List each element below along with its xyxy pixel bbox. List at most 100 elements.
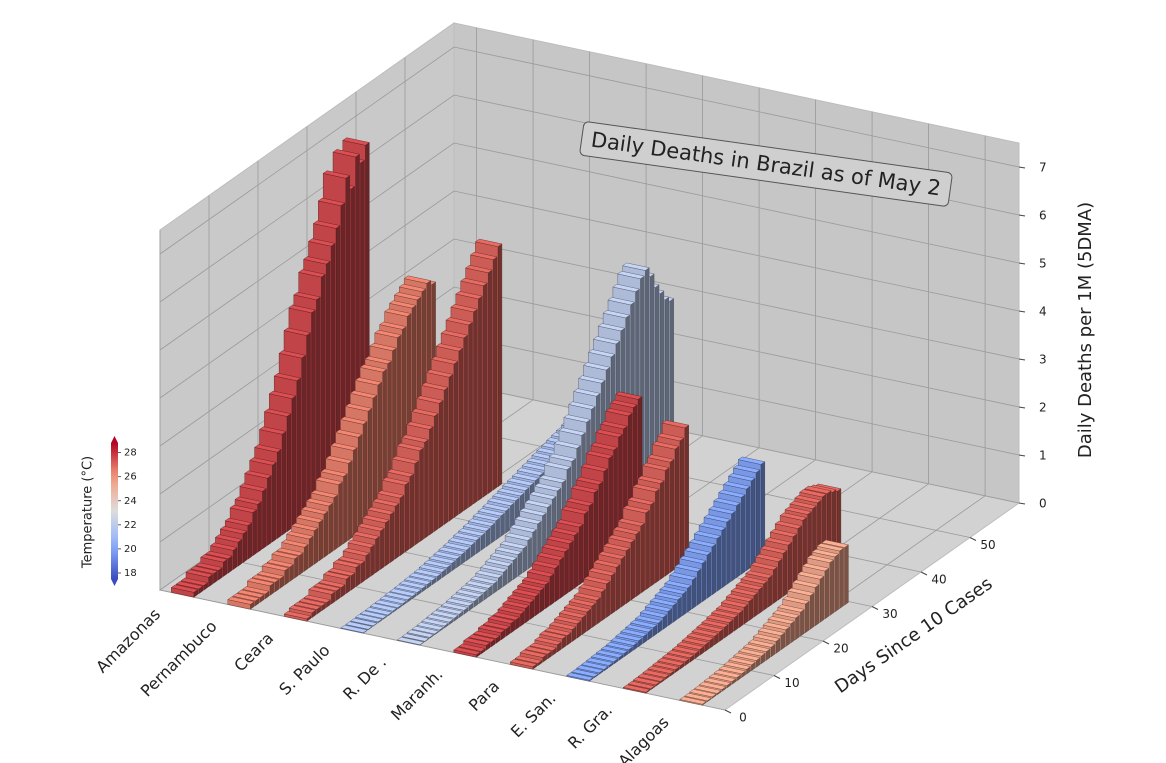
bar-side <box>362 421 368 531</box>
bar-top <box>566 672 594 681</box>
bar-side <box>559 557 564 599</box>
bar-top <box>448 537 476 546</box>
bar-top <box>647 454 675 463</box>
bar-side <box>267 475 272 546</box>
bar-top <box>504 532 533 541</box>
bar-top <box>416 622 444 631</box>
bar-top <box>276 547 304 556</box>
bar-top <box>332 559 361 568</box>
bar-top <box>190 565 218 575</box>
bar-top <box>581 661 609 670</box>
bar-top <box>416 395 444 404</box>
bar-side <box>404 481 409 553</box>
bar <box>340 624 368 634</box>
bar-top <box>701 619 729 628</box>
bar-side <box>768 575 773 608</box>
bar-top <box>502 482 530 491</box>
bar-top <box>585 450 614 459</box>
bar-top <box>477 508 505 517</box>
bar-top <box>440 330 469 339</box>
bar-top <box>313 583 341 592</box>
bar-top <box>271 551 299 560</box>
bar-top <box>587 349 616 358</box>
bar-side <box>591 603 596 629</box>
bar-side <box>355 564 360 588</box>
z-tick <box>1018 406 1026 409</box>
z-tick-label: 2 <box>1039 401 1047 415</box>
bar-side <box>586 608 591 632</box>
bar-side <box>669 459 675 573</box>
bar-side <box>584 510 589 582</box>
bar-top <box>330 442 358 451</box>
bar-top <box>286 531 314 540</box>
category-label: E. San. <box>507 689 560 742</box>
bar-side <box>358 434 363 534</box>
bar-top <box>784 506 812 515</box>
colorbar-extend-bottom <box>111 579 118 586</box>
bar-top <box>468 634 496 643</box>
bar-top <box>214 534 243 543</box>
bar-side <box>746 486 751 572</box>
bar-side <box>353 447 358 538</box>
x-tick-label: 20 <box>833 642 848 656</box>
bar-side <box>758 586 763 615</box>
bar <box>170 584 199 598</box>
bar-side <box>281 431 287 536</box>
bar-top <box>706 614 734 623</box>
bar-top <box>281 539 309 548</box>
bar-top <box>558 610 587 619</box>
bar-top <box>438 546 466 555</box>
x-grid-line <box>159 230 726 711</box>
bar-top <box>708 673 737 682</box>
bar-top <box>529 642 557 651</box>
colorbar-extend-top <box>111 436 118 443</box>
bar-top <box>457 528 486 537</box>
bar-top <box>543 461 572 470</box>
bar-top <box>811 549 840 558</box>
bar-side <box>414 460 419 546</box>
bar-top <box>787 587 815 596</box>
bar-top <box>344 403 373 412</box>
bar-top <box>524 499 552 508</box>
bar-top <box>234 496 262 505</box>
bar <box>227 596 255 610</box>
bar-top <box>612 283 640 293</box>
bar-top <box>779 512 808 521</box>
bar-top <box>681 637 710 646</box>
bar-side <box>304 544 309 572</box>
bar-top <box>576 665 604 674</box>
z-tick-label: 3 <box>1039 353 1047 367</box>
x-tick-label: 30 <box>882 607 897 621</box>
bar-top <box>450 593 479 602</box>
bar-side <box>439 400 444 529</box>
bar-top <box>534 483 562 492</box>
bar-side <box>782 550 788 597</box>
bar-top <box>472 513 501 522</box>
bar-side <box>375 536 380 574</box>
bar-top <box>757 627 786 636</box>
bar-side <box>277 449 282 539</box>
bar-side <box>824 567 829 620</box>
bar-side <box>473 308 478 505</box>
bar-top <box>283 327 311 336</box>
bar-top <box>288 304 316 314</box>
bar-top <box>320 468 348 477</box>
bar-top <box>755 553 783 562</box>
bar-top <box>205 550 233 559</box>
bar-side <box>748 598 753 622</box>
bar-top <box>458 643 486 652</box>
bar-top <box>497 606 525 615</box>
bar-top <box>767 616 795 625</box>
bar-side <box>660 480 665 580</box>
bar-top <box>679 555 707 564</box>
bar-top <box>404 576 432 585</box>
z-tick-label: 5 <box>1039 257 1047 271</box>
bar-side <box>635 531 640 598</box>
bar-top <box>460 277 488 287</box>
bar-top <box>597 323 626 332</box>
bar-top <box>605 641 633 651</box>
bar-top <box>583 576 611 585</box>
bar-side <box>348 460 353 541</box>
bar-side <box>630 539 635 601</box>
bar-top <box>561 506 589 515</box>
